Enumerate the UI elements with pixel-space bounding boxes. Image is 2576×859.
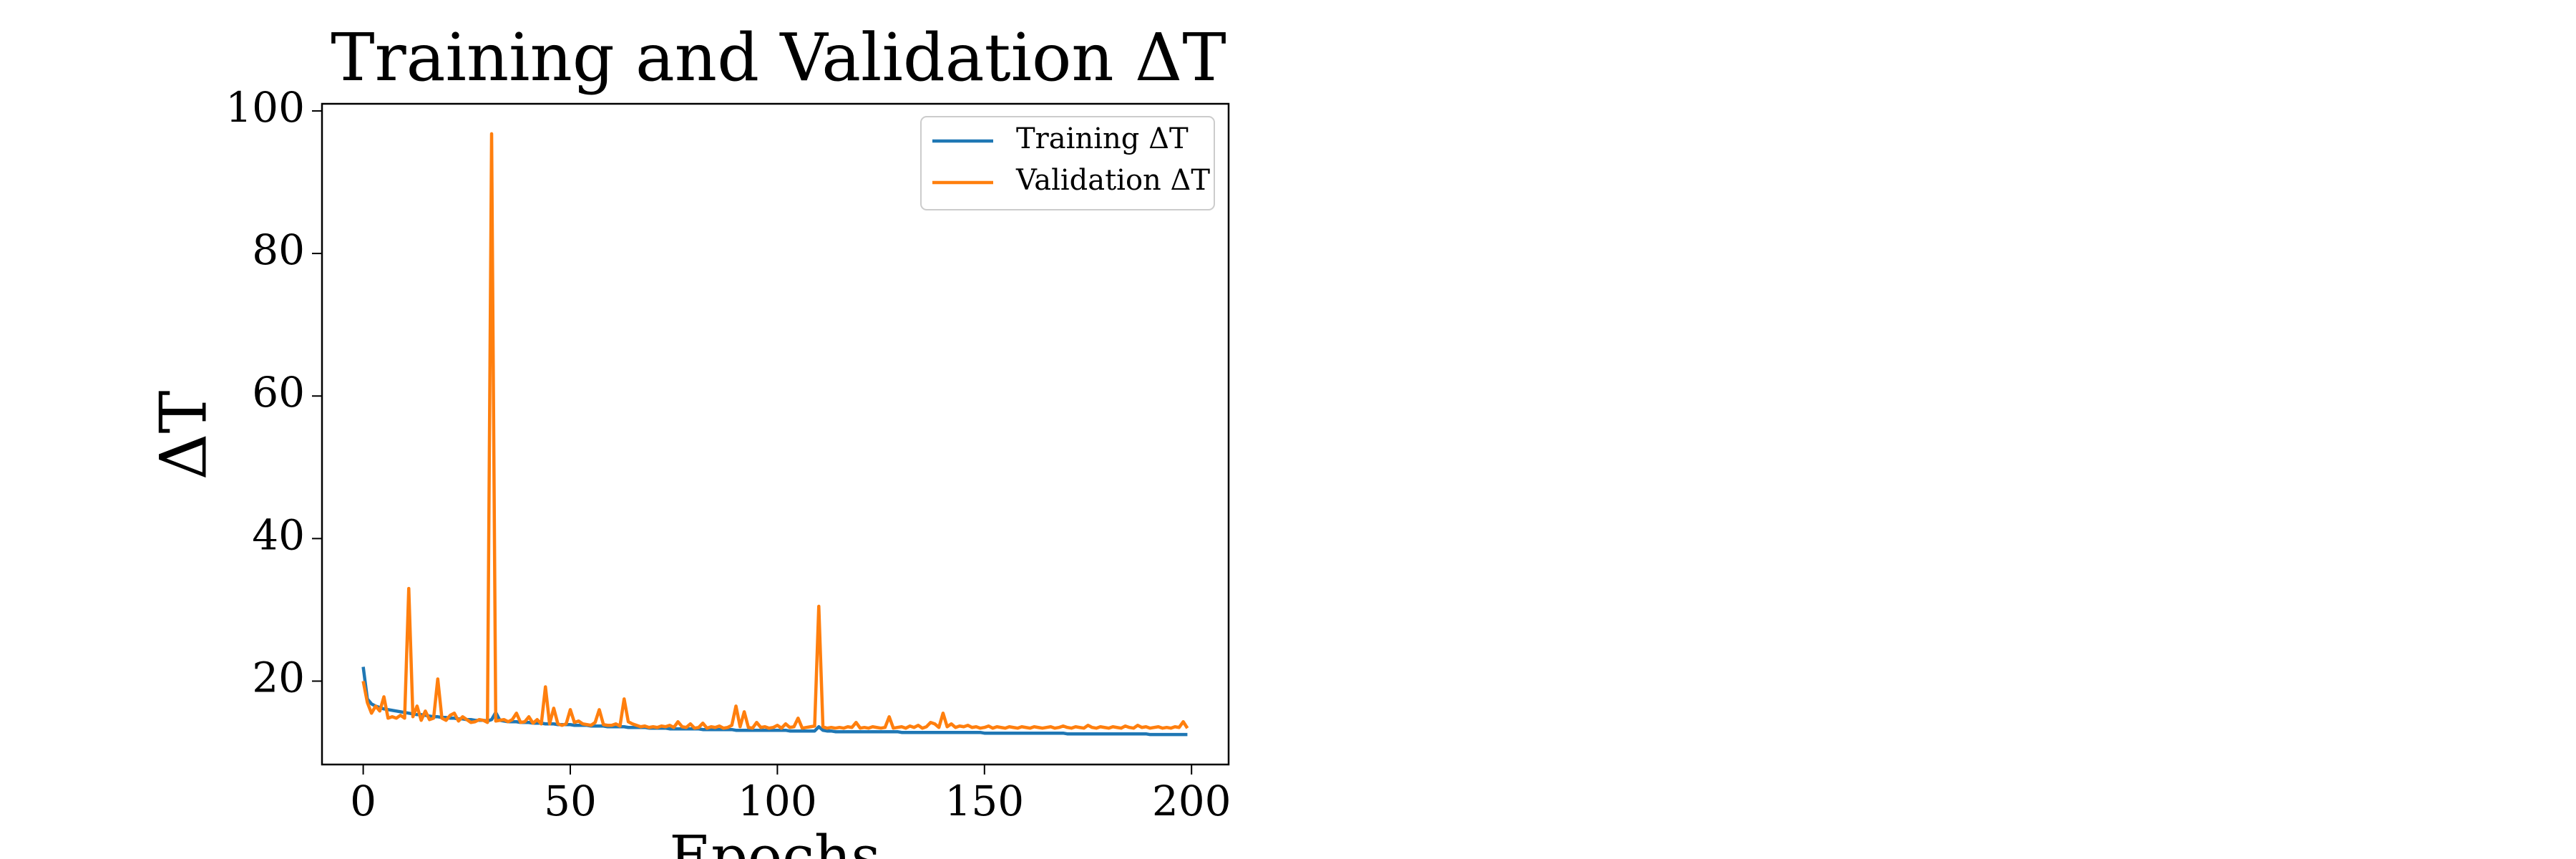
- legend-label: Validation ΔT: [1015, 164, 1210, 197]
- y-tick-label: 20: [252, 654, 305, 702]
- legend-label: Training ΔT: [1016, 122, 1189, 155]
- x-axis-label: Epochs: [669, 823, 880, 859]
- x-tick-label: 150: [945, 777, 1024, 825]
- y-tick-label: 100: [225, 83, 305, 132]
- x-tick-label: 50: [544, 777, 597, 825]
- y-tick-label: 80: [252, 225, 305, 274]
- chart-title: Training and Validation ΔT: [331, 19, 1226, 96]
- plot-frame: [321, 102, 1230, 766]
- x-tick-label: 200: [1152, 777, 1231, 825]
- x-tick-label: 100: [738, 777, 817, 825]
- data-line: [361, 132, 1189, 730]
- y-axis-label: ΔT: [146, 390, 221, 480]
- y-tick-label: 60: [252, 368, 305, 417]
- legend-box: [920, 116, 1215, 210]
- y-tick-label: 40: [252, 510, 305, 559]
- x-tick-label: 0: [350, 777, 376, 825]
